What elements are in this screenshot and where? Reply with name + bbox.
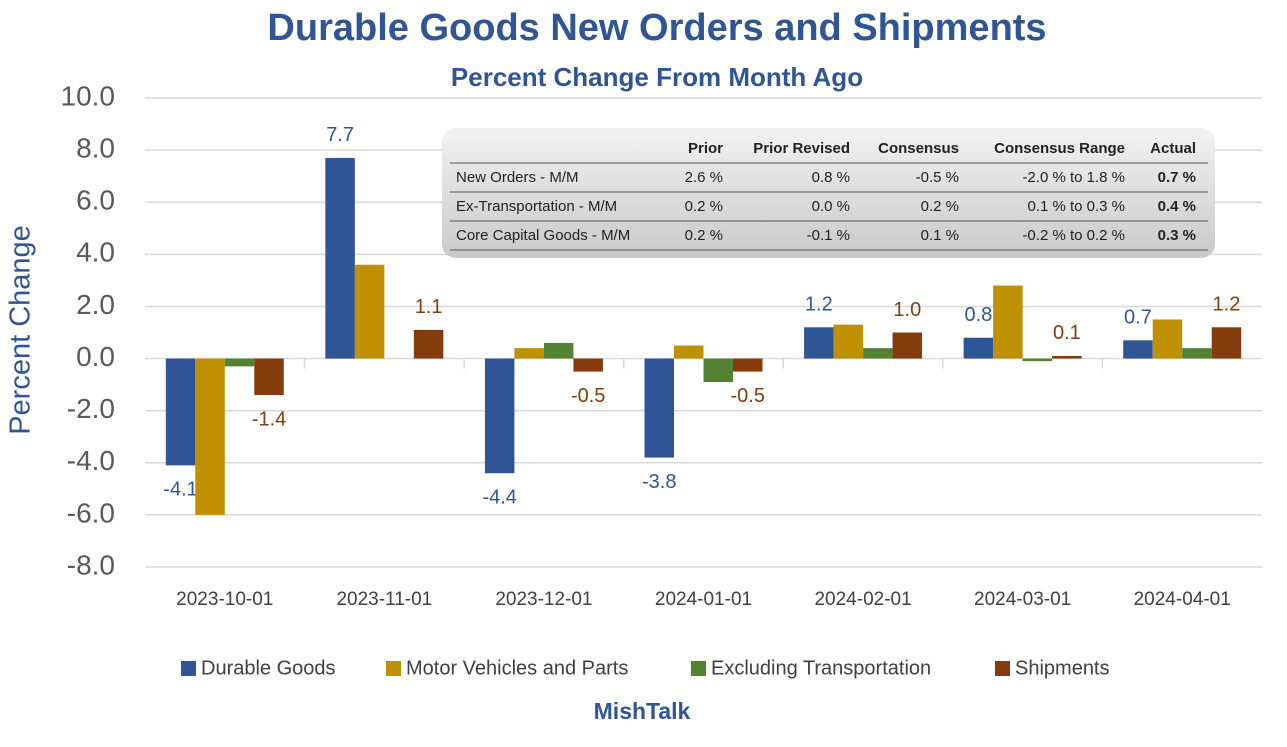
bar	[254, 358, 284, 396]
y-tick-label: -6.0	[67, 497, 115, 528]
legend-swatch	[995, 661, 1010, 676]
data-label: 0.8	[964, 304, 992, 326]
data-label: -4.1	[163, 479, 197, 501]
table-row-label: Core Capital Goods - M/M	[456, 227, 630, 244]
y-tick-label: 6.0	[76, 185, 115, 216]
bar	[1211, 327, 1242, 359]
table: Prior Prior Revised Consensus Consensus Ran…	[442, 128, 1215, 258]
x-tick-label: 2023-10-01	[176, 589, 273, 610]
data-label: 0.1	[1053, 322, 1081, 344]
x-tick-label: 2023-12-01	[495, 589, 592, 610]
bar	[1022, 358, 1053, 362]
bar	[892, 332, 923, 359]
y-tick-label: -2.0	[67, 393, 115, 424]
y-tick-label: -8.0	[67, 549, 115, 580]
grid: -8.0 -6.0 -4.0 -2.0 0.0 2.0 4.0 6.0 8.0 10.0	[61, 80, 1262, 580]
table-cell: -0.5 %	[916, 169, 959, 186]
y-tick-label: 2.0	[76, 289, 115, 320]
bar	[733, 358, 763, 372]
table-cell: 0.7 %	[1158, 169, 1196, 186]
table-cell: 0.1 %	[921, 227, 959, 244]
legend-label: Motor Vehicles and Parts	[406, 657, 628, 679]
bar	[1182, 348, 1212, 359]
bar	[573, 358, 603, 372]
table-header: Consensus Range	[994, 140, 1125, 157]
legend-label: Shipments	[1015, 657, 1110, 679]
bar	[804, 327, 834, 359]
bar	[165, 358, 196, 466]
bar	[674, 345, 704, 359]
table-background	[442, 128, 1215, 258]
bar	[703, 358, 733, 383]
data-label: 1.2	[1213, 294, 1241, 316]
x-tick-label: 2024-01-01	[655, 589, 752, 610]
bar	[484, 358, 515, 474]
data-label: 0.7	[1124, 307, 1152, 329]
bar	[1152, 319, 1183, 359]
bar	[224, 358, 255, 367]
legend-swatch	[386, 661, 401, 676]
legend-swatch	[691, 661, 706, 676]
chart-subtitle: Percent Change From Month Ago	[451, 62, 863, 92]
data-label: 1.0	[893, 299, 921, 321]
table-cell: 0.2 %	[685, 198, 723, 215]
bar	[963, 337, 994, 359]
data-label: -1.4	[252, 408, 286, 430]
table-cell: -0.2 % to 0.2 %	[1022, 227, 1125, 244]
x-tick-label: 2024-03-01	[974, 589, 1071, 610]
table-header: Prior	[688, 140, 723, 157]
data-label: 7.7	[326, 124, 354, 146]
table-cell: 0.4 %	[1158, 198, 1196, 215]
y-tick-label: 10.0	[61, 80, 116, 111]
x-tick-label: 2024-02-01	[814, 589, 911, 610]
y-tick-label: 8.0	[76, 133, 115, 164]
data-label: -0.5	[731, 385, 765, 407]
table-cell: 0.2 %	[921, 198, 959, 215]
table-row-label: New Orders - M/M	[456, 169, 579, 186]
legend-label: Excluding Transportation	[711, 657, 931, 679]
y-axis-title: Percent Change	[5, 225, 37, 435]
data-label: -4.4	[482, 486, 516, 508]
bar	[1052, 355, 1082, 359]
data-label: 1.1	[415, 296, 443, 318]
chart-title: Durable Goods New Orders and Shipments	[267, 7, 1046, 49]
bar	[644, 358, 674, 458]
table-header: Actual	[1150, 140, 1196, 157]
source: MishTalk	[594, 698, 691, 724]
table-cell: 0.3 %	[1158, 227, 1196, 244]
data-label: -0.5	[571, 385, 605, 407]
bar	[543, 342, 574, 359]
table-cell: 0.8 %	[812, 169, 850, 186]
table-cell: 0.1 % to 0.3 %	[1027, 198, 1125, 215]
bar	[833, 324, 864, 359]
legend-swatch	[181, 661, 196, 676]
table-header: Consensus	[878, 140, 959, 157]
bar	[354, 264, 385, 359]
bar	[195, 358, 225, 515]
data-label: 1.2	[805, 294, 833, 316]
table-cell: -2.0 % to 1.8 %	[1022, 169, 1125, 186]
table-cell: 2.6 %	[685, 169, 723, 186]
bar	[993, 285, 1023, 359]
y-tick-label: -4.0	[67, 445, 115, 476]
table-cell: 0.0 %	[812, 198, 850, 215]
bars: 2023-10-01 -4.1 -1.4 2023-11-01 7.7 1.1 2023-1…	[163, 124, 1242, 610]
table-cell: 0.2 %	[685, 227, 723, 244]
y-tick-label: 4.0	[76, 237, 115, 268]
bar	[413, 329, 444, 359]
y-tick-label: 0.0	[76, 341, 115, 372]
bar	[325, 157, 355, 359]
x-tick-label: 2023-11-01	[336, 589, 432, 610]
legend: Durable Goods Motor Vehicles and Parts Exc…	[181, 657, 1110, 679]
table-cell: -0.1 %	[807, 227, 850, 244]
bar	[514, 348, 544, 359]
bar	[863, 348, 893, 359]
table-row-label: Ex-Transportation - M/M	[456, 198, 617, 215]
data-label: -3.8	[642, 471, 676, 493]
table-header: Prior Revised	[753, 140, 850, 157]
x-tick-label: 2024-04-01	[1134, 589, 1231, 610]
bar	[1123, 340, 1153, 359]
legend-label: Durable Goods	[201, 657, 336, 679]
